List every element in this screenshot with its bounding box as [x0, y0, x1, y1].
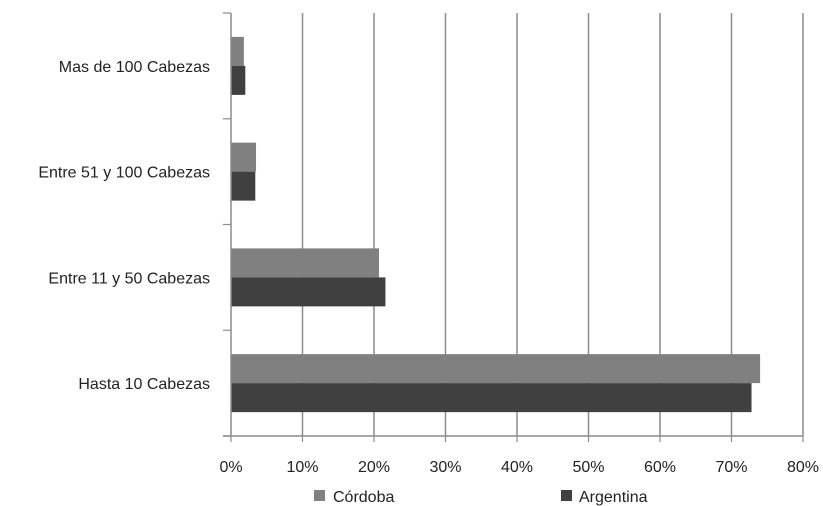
category-label: Entre 11 y 50 Cabezas — [48, 270, 210, 287]
bar-cordoba-2 — [231, 142, 257, 172]
legend-swatch-0 — [314, 490, 325, 501]
x-tick-label: 50% — [572, 459, 604, 476]
x-tick-label: 0% — [219, 459, 242, 476]
legend-label: Argentina — [579, 489, 648, 506]
x-tick-label: 70% — [715, 459, 747, 476]
axes — [223, 12, 804, 442]
category-label: Hasta 10 Cabezas — [78, 376, 210, 393]
x-tick-label: 80% — [787, 459, 819, 476]
bar-cordoba-3 — [231, 36, 244, 66]
x-tick-label: 40% — [501, 459, 533, 476]
category-label: Mas de 100 Cabezas — [59, 59, 210, 76]
x-tick-label: 20% — [358, 459, 390, 476]
bar-cordoba-0 — [231, 354, 761, 384]
bar-cordoba-1 — [231, 248, 380, 278]
x-tick-labels: 0% 10% 20% 30% 40% 50% 60% 70% 80% — [219, 459, 819, 476]
bars — [231, 36, 761, 413]
bar-argentina-0 — [231, 383, 752, 413]
legend: Córdoba Argentina — [314, 489, 648, 506]
bar-argentina-2 — [231, 171, 256, 201]
legend-swatch-1 — [561, 490, 572, 501]
x-tick-label: 10% — [286, 459, 318, 476]
bar-argentina-1 — [231, 277, 386, 307]
x-tick-label: 30% — [429, 459, 461, 476]
category-labels: Hasta 10 Cabezas Entre 11 y 50 Cabezas Ent… — [38, 59, 210, 393]
legend-label: Córdoba — [333, 489, 394, 506]
x-tick-label: 60% — [644, 459, 676, 476]
bar-argentina-3 — [231, 65, 246, 95]
gridlines — [301, 13, 804, 436]
category-label: Entre 51 y 100 Cabezas — [38, 165, 210, 182]
